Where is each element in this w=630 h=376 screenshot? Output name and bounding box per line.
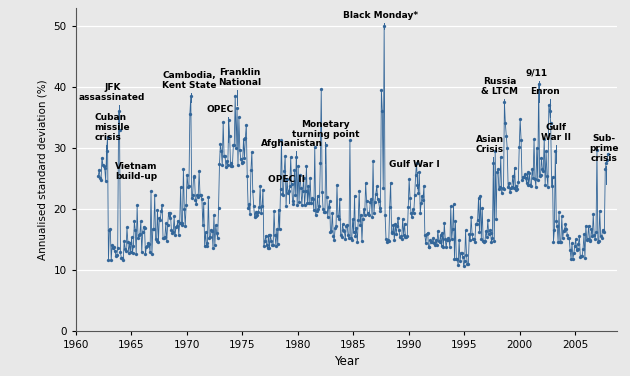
X-axis label: Year: Year <box>334 355 359 368</box>
Text: JFK
assassinated: JFK assassinated <box>79 83 146 102</box>
Text: Sub-
prime
crisis: Sub- prime crisis <box>589 134 619 163</box>
Text: Cuban
missile
crisis: Cuban missile crisis <box>94 113 130 142</box>
Text: Gulf War I: Gulf War I <box>389 160 440 169</box>
Text: Franklin
National: Franklin National <box>219 68 261 87</box>
Text: OPEC II: OPEC II <box>268 176 305 185</box>
Text: Gulf
War II: Gulf War II <box>541 123 571 142</box>
Text: Cambodia,
Kent State: Cambodia, Kent State <box>162 71 216 90</box>
Text: Vietnam
build-up: Vietnam build-up <box>115 162 158 181</box>
Text: Asian
Crisis: Asian Crisis <box>476 135 504 154</box>
Text: Enron: Enron <box>530 87 560 96</box>
Text: Russia
& LTCM: Russia & LTCM <box>481 77 518 96</box>
Text: Monetary
turning point: Monetary turning point <box>292 120 359 139</box>
Y-axis label: Annualised standard deviation (%): Annualised standard deviation (%) <box>38 79 48 259</box>
Text: Afghanistan: Afghanistan <box>261 139 323 148</box>
Text: 9/11: 9/11 <box>525 69 547 78</box>
Text: Black Monday*: Black Monday* <box>343 11 418 20</box>
Text: OPEC: OPEC <box>207 105 234 114</box>
